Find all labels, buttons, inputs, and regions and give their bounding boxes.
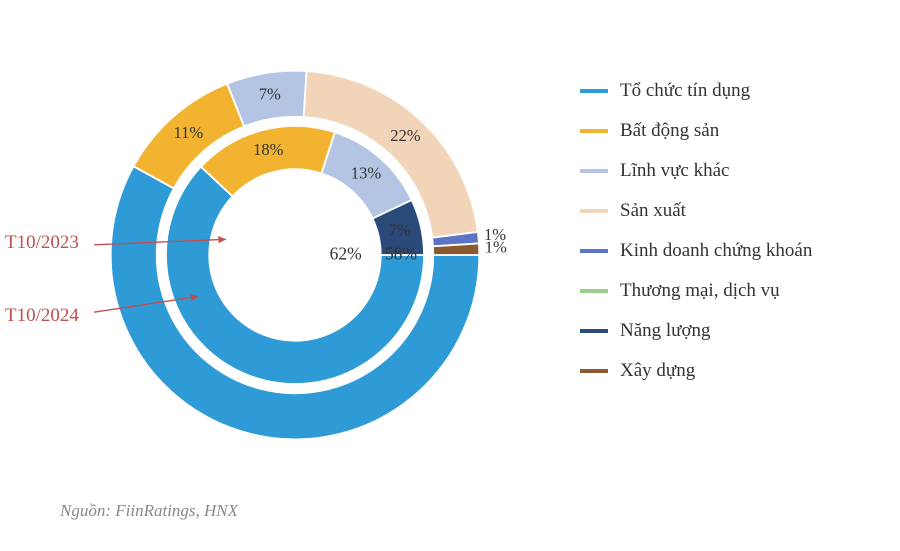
legend-swatch — [580, 169, 608, 173]
legend-item: Tổ chức tín dụng — [580, 80, 880, 102]
legend-swatch — [580, 289, 608, 293]
legend-item: Bất động sản — [580, 120, 880, 142]
legend-label: Lĩnh vực khác — [620, 160, 729, 182]
legend-label: Sản xuất — [620, 200, 686, 222]
legend-swatch — [580, 89, 608, 93]
slice-label: 7% — [389, 220, 411, 239]
center-label-outer: 58% — [385, 244, 417, 264]
legend-item: Kinh doanh chứng khoán — [580, 240, 880, 262]
slice-label: 1% — [485, 238, 507, 257]
slice-label: 22% — [390, 126, 421, 145]
legend-label: Bất động sản — [620, 120, 719, 142]
legend-item: Năng lượng — [580, 320, 880, 342]
legend-item: Thương mại, dịch vụ — [580, 280, 880, 302]
legend-item: Xây dựng — [580, 360, 880, 382]
source-text: Nguồn: FiinRatings, HNX — [60, 501, 238, 521]
legend-item: Lĩnh vực khác — [580, 160, 880, 182]
legend-label: Kinh doanh chứng khoán — [620, 240, 812, 262]
slice-label: 7% — [259, 85, 281, 104]
donut-chart: 11%7%22%1%1%18%13%7%62%58% — [60, 20, 530, 490]
legend-swatch — [580, 369, 608, 373]
legend-label: Xây dựng — [620, 360, 695, 382]
legend-swatch — [580, 329, 608, 333]
donut-slice — [433, 243, 479, 255]
legend: Tổ chức tín dụng Bất động sản Lĩnh vực khá… — [580, 80, 880, 400]
legend-item: Sản xuất — [580, 200, 880, 222]
legend-label: Thương mại, dịch vụ — [620, 280, 780, 302]
legend-swatch — [580, 249, 608, 253]
legend-label: Năng lượng — [620, 320, 711, 342]
legend-label: Tổ chức tín dụng — [620, 80, 750, 102]
legend-swatch — [580, 129, 608, 133]
annotation-t10-2023: T10/2023 — [5, 232, 79, 254]
slice-label: 13% — [351, 163, 382, 182]
legend-swatch — [580, 209, 608, 213]
slice-label: 11% — [173, 123, 203, 142]
annotation-arrowhead — [218, 236, 226, 243]
slice-label: 18% — [253, 140, 284, 159]
center-label-inner: 62% — [330, 244, 362, 264]
annotation-t10-2024: T10/2024 — [5, 305, 79, 327]
